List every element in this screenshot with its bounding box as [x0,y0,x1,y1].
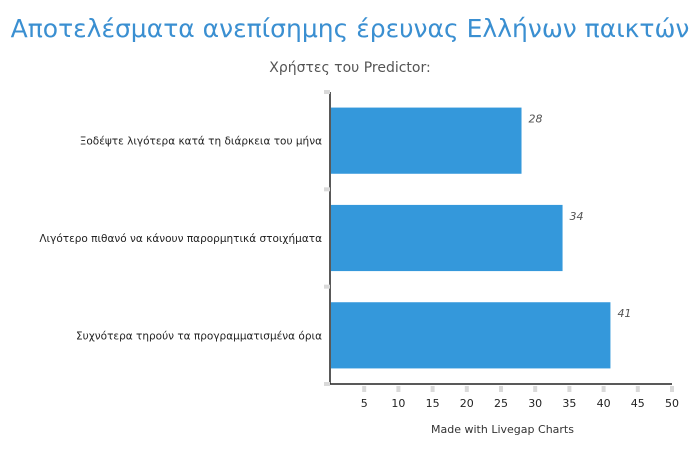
x-tick-label: 10 [391,397,405,410]
x-tick-label: 30 [528,397,542,410]
watermark-text: Made with Livegap Charts [431,423,574,436]
bar [331,107,522,174]
category-label: Λιγότερο πιθανό να κάνουν παρορμητικά στ… [39,233,322,245]
x-tick-label: 35 [562,397,576,410]
category-label: Ξοδέψτε λιγότερα κατά τη διάρκεια του μή… [80,136,322,148]
x-tick-label: 25 [494,397,508,410]
x-tick-label: 20 [460,397,474,410]
chart-subtitle: Χρήστες του Predictor: [269,60,431,76]
x-tick-label: 40 [597,397,611,410]
data-label: 41 [617,307,631,320]
x-tick-label: 15 [426,397,440,410]
bar [331,204,563,272]
chart-title: Αποτελέσματα ανεπίσημης έρευνας Ελλήνων … [10,14,690,43]
x-tick-label: 45 [631,397,645,410]
x-tick-label: 50 [665,397,679,410]
x-tick-label: 5 [361,397,368,410]
data-label: 28 [529,113,543,126]
data-label: 34 [570,210,584,223]
category-label: Συχνότερα τηρούν τα προγραμματισμένα όρι… [76,330,322,342]
bar [331,302,611,369]
